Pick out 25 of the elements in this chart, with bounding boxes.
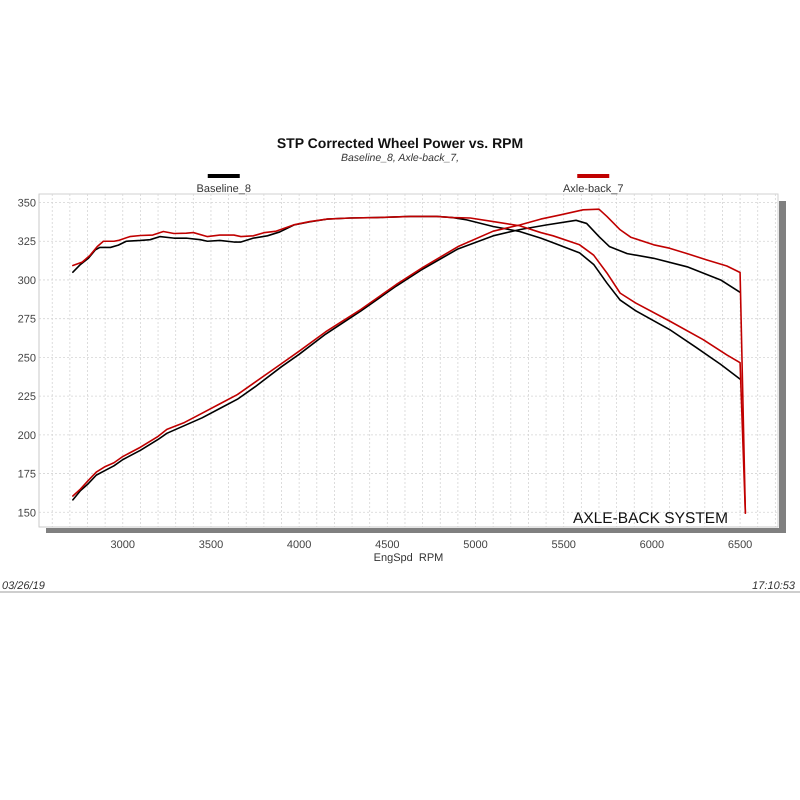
x-tick-label: 3000 [110,539,136,551]
x-tick-label: 6000 [640,539,664,551]
text: 17:10:53 [752,580,796,592]
legend-label: Axle-back_7 [562,183,624,195]
x-tick-label: 4500 [375,539,400,551]
chart-subtitle: Baseline_8, Axle-back_7, [340,152,460,164]
y-tick-label: 350 [18,198,36,210]
x-tick-label: 6500 [728,539,752,551]
x-tick-label: 5500 [551,539,576,551]
y-tick-label: 150 [18,507,36,520]
y-tick-label: 175 [18,468,36,481]
x-tick-label: 4000 [286,539,312,551]
annotation: AXLE-BACK SYSTEM [573,510,728,527]
y-tick-label: 225 [18,391,36,404]
y-tick-label: 200 [18,430,36,442]
x-tick-label: 3500 [198,539,224,551]
y-tick-label: 325 [18,236,36,248]
y-tick-label: 300 [18,274,36,287]
y-tick-label: 275 [18,314,36,326]
x-tick-label: 5000 [463,539,488,551]
y-tick-label: 250 [18,352,36,364]
text: 03/26/19 [2,580,45,592]
x-axis-title: EngSpd RPM [374,552,444,564]
legend-label: Baseline_8 [196,183,251,195]
chart-title: STP Corrected Wheel Power vs. RPM [276,135,524,151]
